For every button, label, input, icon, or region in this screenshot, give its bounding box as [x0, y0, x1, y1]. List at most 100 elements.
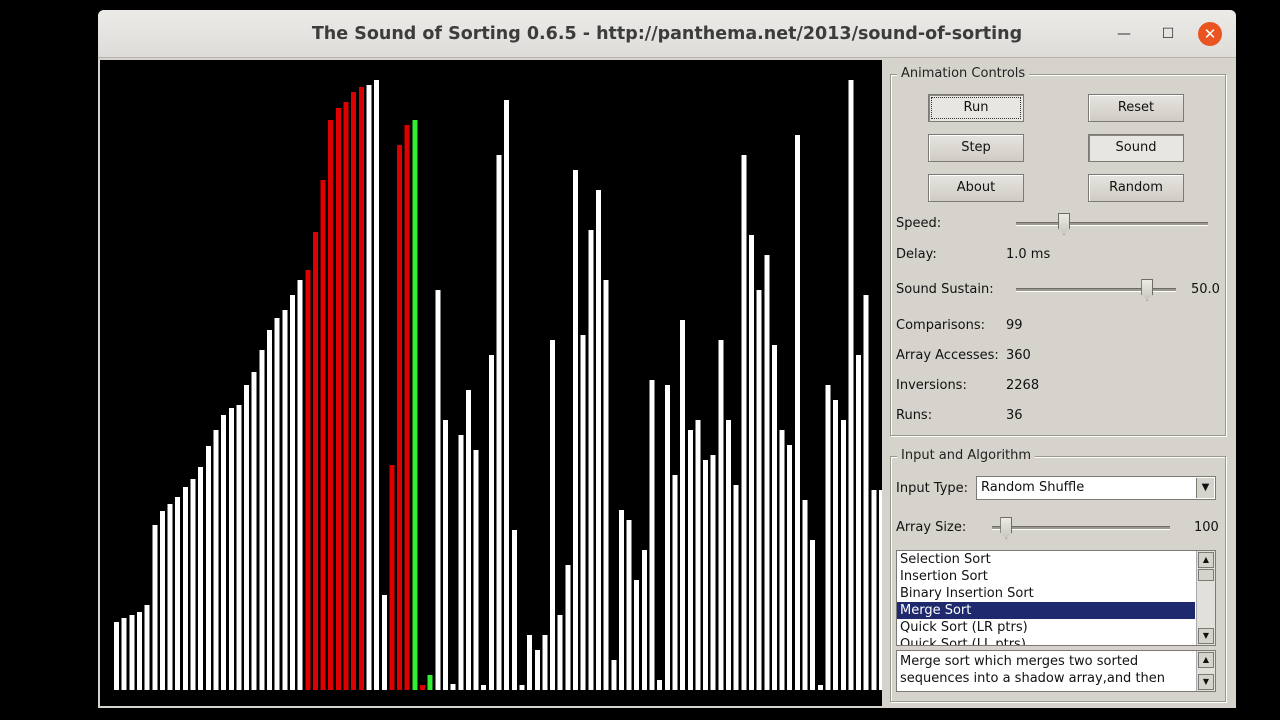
array-bar	[190, 479, 196, 690]
array-bar	[794, 135, 800, 690]
algorithm-list-item[interactable]: Quick Sort (LR ptrs)	[900, 620, 1028, 635]
title-bar[interactable]: The Sound of Sorting 0.6.5 - http://pant…	[98, 10, 1236, 58]
sound-button[interactable]: Sound	[1088, 134, 1184, 162]
input-algorithm-title: Input and Algorithm	[897, 448, 1036, 463]
scroll-down-icon[interactable]: ▼	[1198, 628, 1214, 644]
array-bar	[825, 385, 831, 690]
array-bar	[228, 408, 234, 690]
algorithm-list[interactable]: Selection Sort Insertion Sort Binary Inser…	[896, 550, 1216, 646]
array-bar	[473, 450, 479, 690]
array-bar	[756, 290, 762, 690]
array-bar	[726, 420, 731, 690]
description-scrollbar[interactable]: ▲ ▼	[1196, 651, 1215, 691]
array-bar	[488, 355, 494, 690]
reset-button[interactable]: Reset	[1088, 94, 1184, 122]
delay-label: Delay:	[896, 247, 937, 262]
input-type-select[interactable]: Random Shuffle ▼	[976, 476, 1216, 500]
array-bar	[840, 420, 846, 690]
random-button[interactable]: Random	[1088, 174, 1184, 202]
array-bar	[267, 330, 272, 690]
array-bar	[542, 635, 548, 690]
array-bar	[427, 675, 433, 690]
array-bar	[159, 511, 165, 690]
scroll-thumb[interactable]	[1198, 569, 1214, 581]
speed-slider-thumb[interactable]	[1058, 213, 1070, 235]
run-button[interactable]: Run	[928, 94, 1024, 122]
array-bar	[680, 320, 686, 690]
array-accesses-label: Array Accesses:	[896, 348, 999, 363]
scroll-up-icon[interactable]: ▲	[1198, 552, 1214, 568]
array-bar	[848, 80, 854, 690]
array-bar	[672, 475, 678, 690]
algorithm-list-item[interactable]: Binary Insertion Sort	[900, 586, 1034, 601]
array-bar	[420, 685, 425, 690]
sound-sustain-slider-track[interactable]	[1016, 288, 1176, 292]
array-bar	[687, 430, 693, 690]
sound-sustain-slider-thumb[interactable]	[1141, 279, 1154, 301]
array-size-value: 100	[1194, 520, 1219, 535]
minimize-icon[interactable]: —	[1117, 26, 1131, 42]
sound-sustain-value: 50.0	[1191, 282, 1220, 297]
close-icon[interactable]: ✕	[1198, 22, 1222, 46]
speed-label: Speed:	[896, 216, 942, 231]
array-bar	[312, 232, 318, 690]
array-bar	[626, 520, 632, 690]
array-bar	[779, 430, 785, 690]
array-bar	[573, 170, 578, 690]
array-bar	[297, 280, 303, 690]
array-bar	[358, 87, 364, 690]
comparisons-label: Comparisons:	[896, 318, 985, 333]
array-bar	[871, 490, 877, 690]
sound-sustain-label: Sound Sustain:	[896, 282, 994, 297]
step-button[interactable]: Step	[928, 134, 1024, 162]
array-bar	[251, 372, 257, 690]
speed-slider-track[interactable]	[1016, 222, 1208, 226]
maximize-icon[interactable]: ☐	[1161, 26, 1175, 42]
array-bar	[618, 510, 624, 690]
scroll-down-icon[interactable]: ▼	[1198, 674, 1214, 690]
algorithm-list-item[interactable]: Insertion Sort	[900, 569, 988, 584]
algorithm-list-item[interactable]: Merge Sort	[897, 602, 1195, 619]
array-bar	[213, 430, 219, 690]
array-bar	[259, 350, 265, 690]
array-bar	[771, 345, 777, 690]
array-bar	[381, 595, 387, 690]
array-size-slider-track[interactable]	[992, 526, 1170, 530]
array-bar	[137, 612, 142, 690]
array-bar	[458, 435, 464, 690]
array-bar	[320, 180, 326, 690]
array-bar	[114, 622, 119, 690]
array-bar	[810, 540, 816, 690]
chevron-down-icon[interactable]: ▼	[1196, 478, 1214, 498]
control-panel: Animation Controls Run Reset Step Sound …	[884, 60, 1236, 708]
array-bar	[167, 504, 173, 690]
scroll-up-icon[interactable]: ▲	[1198, 652, 1214, 668]
algorithm-description: Merge sort which merges two sorted seque…	[896, 650, 1216, 692]
array-bar	[596, 190, 601, 690]
array-bar	[787, 445, 793, 690]
array-bar	[343, 102, 349, 690]
array-bar	[175, 497, 181, 690]
array-bar	[557, 615, 563, 690]
array-bar	[221, 415, 227, 690]
array-bar	[290, 295, 295, 690]
array-size-label: Array Size:	[896, 520, 967, 535]
animation-controls-title: Animation Controls	[897, 66, 1030, 81]
array-bar	[657, 680, 663, 690]
array-bar	[481, 685, 487, 690]
algorithm-list-item[interactable]: Selection Sort	[900, 552, 991, 567]
sort-visualization	[100, 60, 1106, 706]
array-bar	[634, 580, 640, 690]
array-bar	[244, 385, 250, 690]
array-bar	[366, 85, 372, 690]
algorithm-list-scrollbar[interactable]: ▲ ▼	[1196, 551, 1215, 645]
array-bar	[305, 270, 311, 690]
array-bar	[450, 684, 456, 690]
input-type-label: Input Type:	[896, 481, 969, 496]
array-size-slider-thumb[interactable]	[1000, 517, 1013, 539]
about-button[interactable]: About	[928, 174, 1024, 202]
algorithm-list-item[interactable]: Quick Sort (LL ptrs)	[900, 637, 1026, 646]
array-bar	[527, 635, 533, 690]
array-bar	[588, 230, 594, 690]
array-bar	[749, 235, 754, 690]
